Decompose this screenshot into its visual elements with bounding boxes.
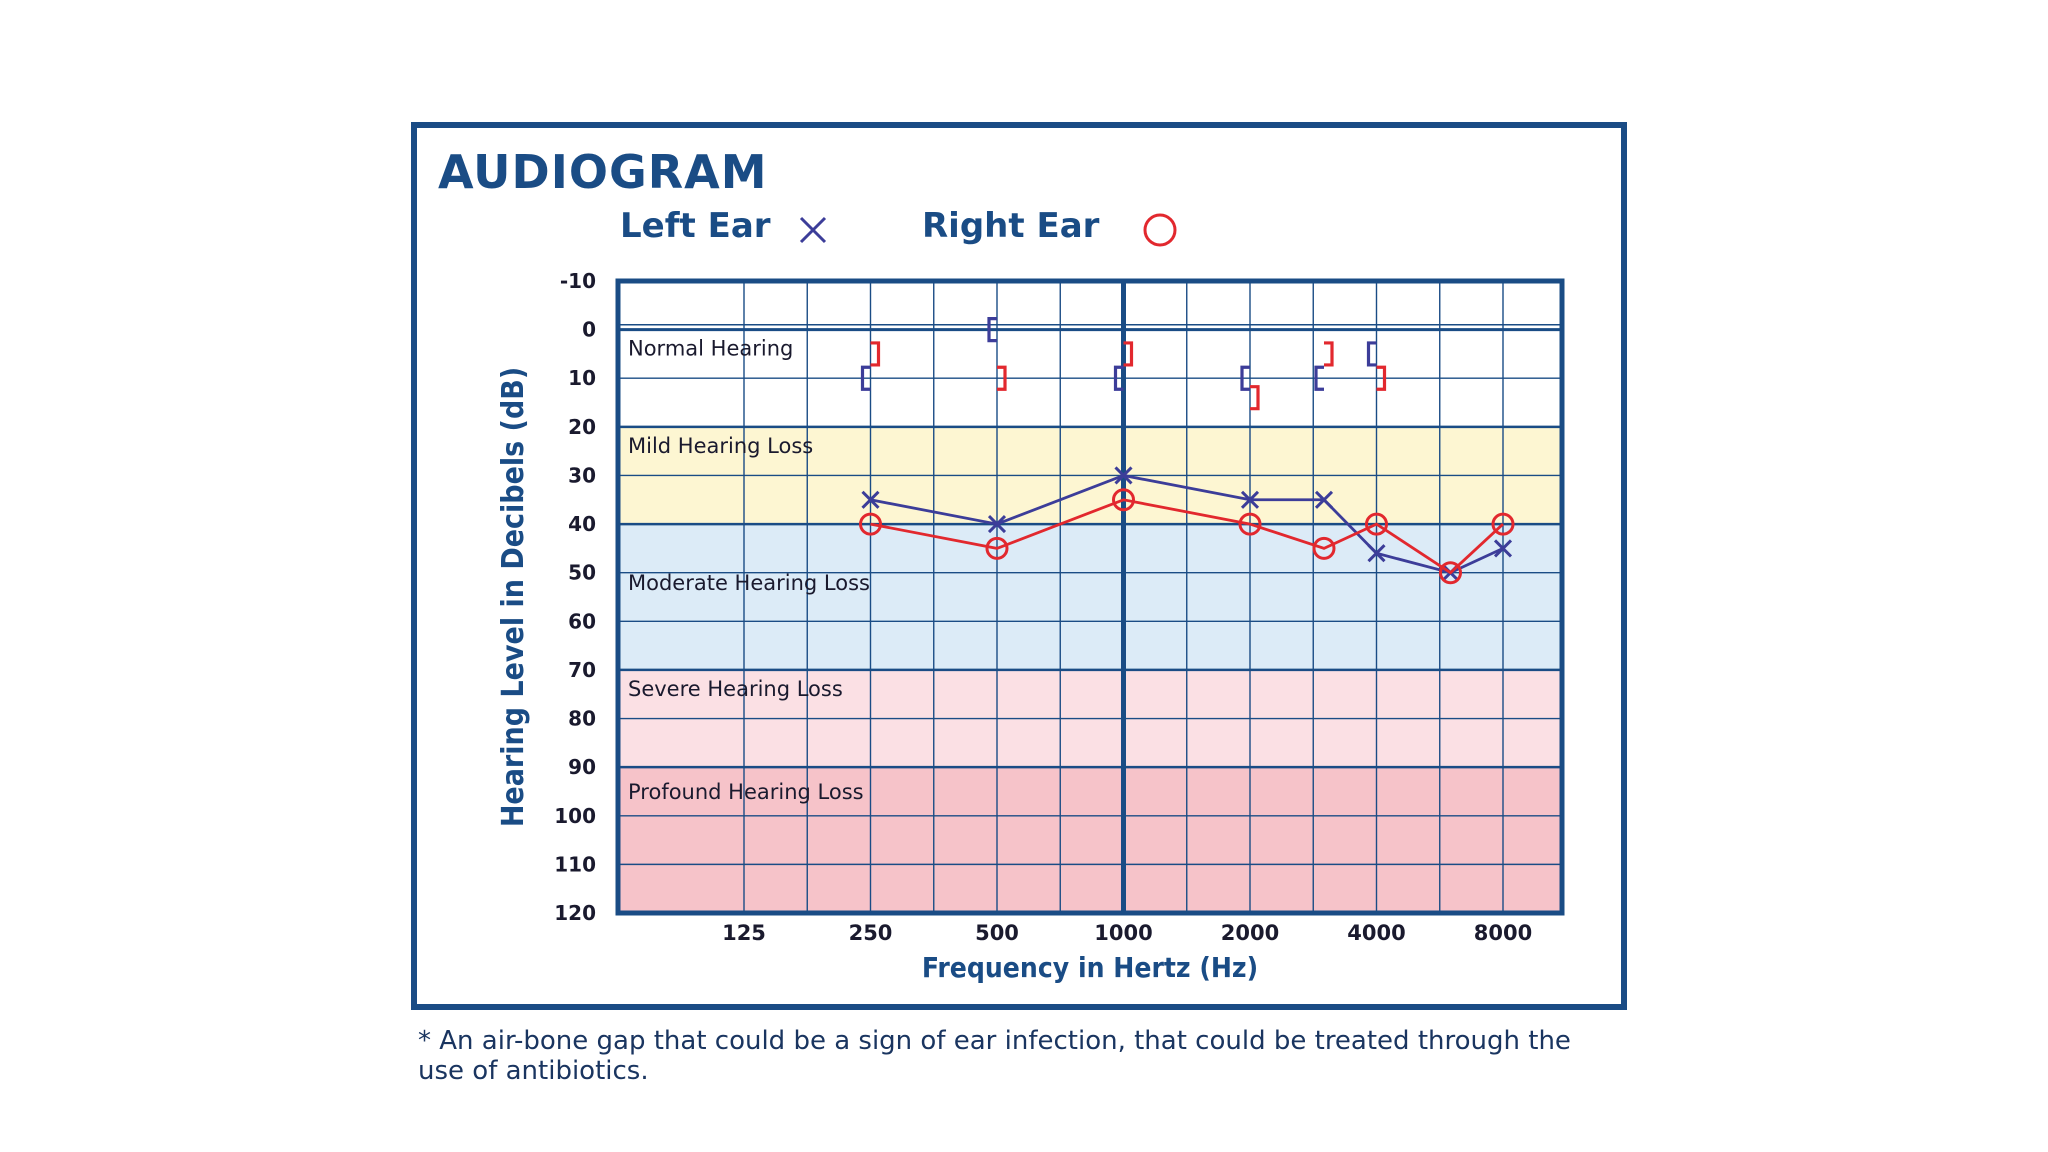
right-ear-point xyxy=(859,512,882,536)
right-ear-point xyxy=(1491,512,1515,536)
left-ear-point xyxy=(1314,490,1334,509)
y-tick-label: -10 xyxy=(560,269,596,293)
right-bone-marker xyxy=(1250,385,1260,411)
legend-right-ear-marker xyxy=(1143,213,1177,247)
y-tick-label: 90 xyxy=(568,755,596,779)
y-tick-label: 30 xyxy=(568,463,596,487)
y-tick-label: 70 xyxy=(568,658,596,682)
x-axis-label: Frequency in Hertz (Hz) xyxy=(922,951,1258,984)
y-tick-label: 80 xyxy=(568,707,596,731)
x-tick-label: 1000 xyxy=(1094,921,1152,945)
y-tick-label: 60 xyxy=(568,609,596,633)
y-tick-label: 100 xyxy=(554,804,596,828)
right-ear-point xyxy=(1365,512,1388,536)
footnote: * An air-bone gap that could be a sign o… xyxy=(418,1026,1571,1086)
zone-label: Normal Hearing xyxy=(628,337,793,361)
right-bone-marker xyxy=(1376,365,1387,391)
right-bone-marker xyxy=(997,365,1007,391)
x-tick-label: 8000 xyxy=(1474,921,1532,945)
right-bone-marker xyxy=(870,341,881,367)
left-bone-marker xyxy=(1240,365,1250,391)
left-ear-point xyxy=(1493,539,1513,558)
right-bone-marker xyxy=(1123,341,1134,367)
y-tick-label: 20 xyxy=(568,415,596,439)
zone-label: Mild Hearing Loss xyxy=(628,434,813,458)
x-tick-label: 500 xyxy=(975,921,1019,945)
left-ear-point xyxy=(987,515,1007,534)
y-axis-label: Hearing Level in Decibels (dB) xyxy=(496,367,531,827)
y-tick-label: 110 xyxy=(554,852,596,876)
legend-left-ear-marker xyxy=(799,216,827,244)
y-tick-label: 120 xyxy=(554,901,596,925)
legend-right-ear-label: Right Ear xyxy=(922,206,1100,246)
right-ear-point xyxy=(1312,536,1336,560)
left-bone-marker xyxy=(1314,365,1324,391)
x-tick-label: 125 xyxy=(722,921,766,945)
right-ear-point xyxy=(1112,488,1135,512)
left-ear-point xyxy=(861,490,880,509)
zone-band-2 xyxy=(618,524,1562,670)
left-bone-marker xyxy=(1366,341,1377,367)
left-ear-point xyxy=(1114,466,1133,485)
right-bone-marker xyxy=(1324,341,1334,367)
zone-label: Severe Hearing Loss xyxy=(628,677,843,701)
right-ear-point xyxy=(1238,512,1262,536)
legend-left-ear-label: Left Ear xyxy=(620,206,771,246)
y-tick-label: 40 xyxy=(568,512,596,536)
left-bone-marker xyxy=(860,365,871,391)
right-ear-point xyxy=(985,536,1009,560)
x-tick-label: 250 xyxy=(849,921,893,945)
right-ear-line xyxy=(870,498,1504,575)
x-tick-label: 2000 xyxy=(1221,921,1279,945)
plot-border xyxy=(615,278,1565,916)
right-ear-point xyxy=(1438,561,1462,585)
left-ear-line xyxy=(870,474,1504,575)
chart-title: AUDIOGRAM xyxy=(438,145,768,199)
left-bone-marker xyxy=(987,317,997,343)
zone-label: Profound Hearing Loss xyxy=(628,780,864,804)
left-ear-point xyxy=(1367,544,1386,563)
zone-band-4 xyxy=(618,767,1562,913)
left-ear-point xyxy=(1240,490,1260,509)
y-tick-label: 0 xyxy=(582,318,596,342)
y-tick-label: 50 xyxy=(568,561,596,585)
x-tick-label: 4000 xyxy=(1347,921,1405,945)
left-bone-marker xyxy=(1113,365,1124,391)
zone-label: Moderate Hearing Loss xyxy=(628,571,870,595)
y-tick-label: 10 xyxy=(568,366,596,390)
